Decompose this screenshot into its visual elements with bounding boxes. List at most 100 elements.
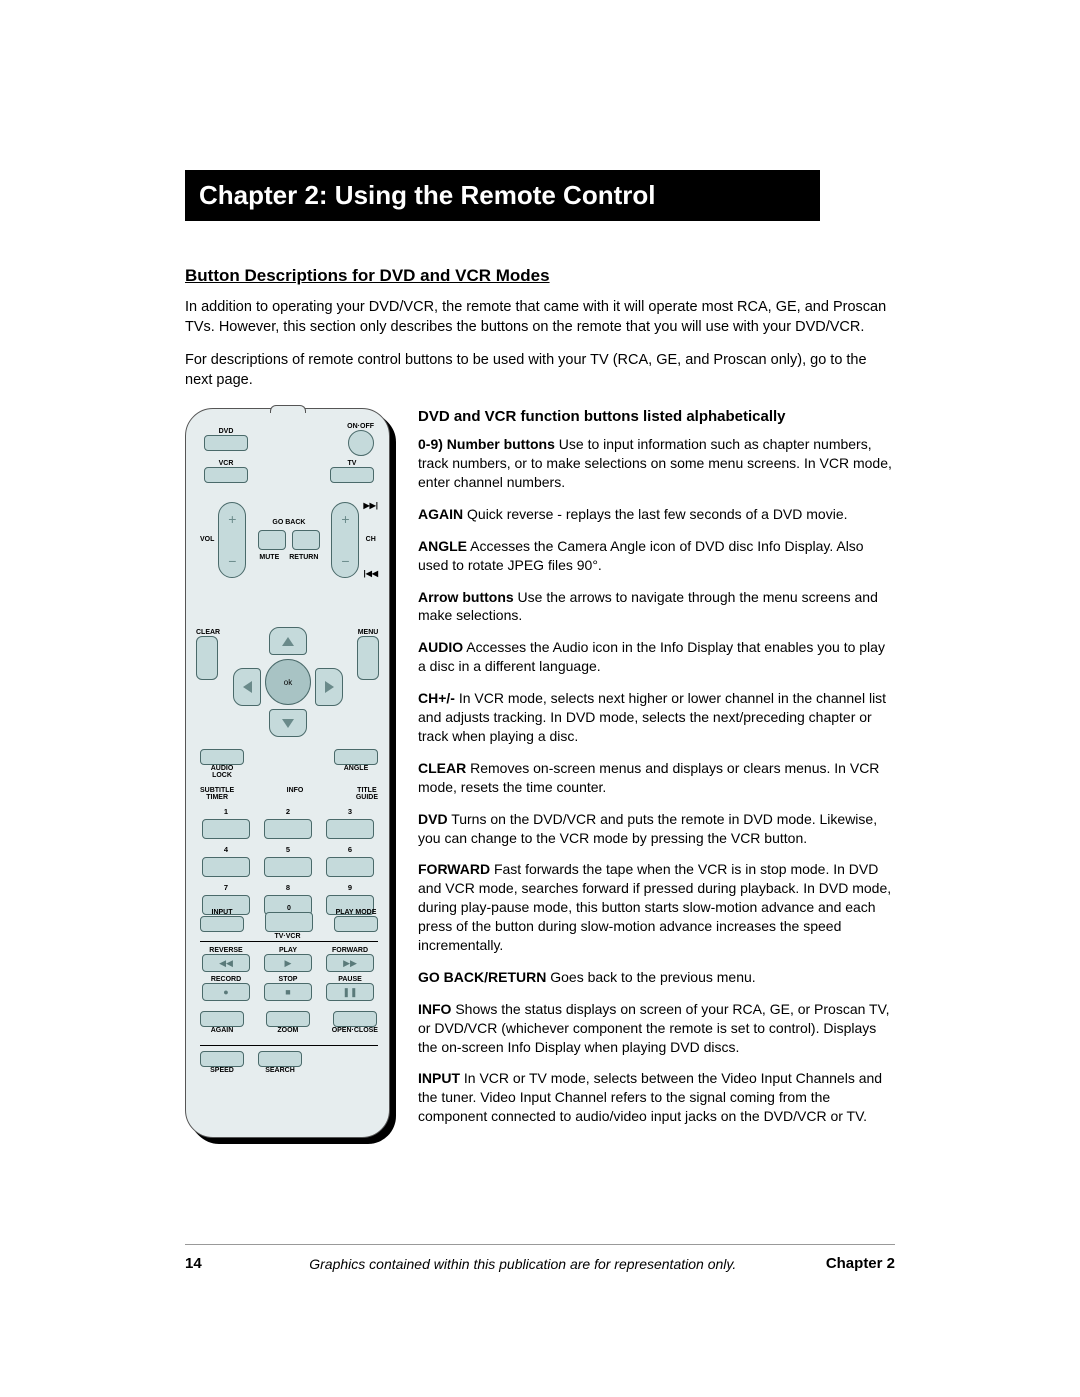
again-button	[200, 1011, 244, 1027]
label-pause: PAUSE	[338, 976, 362, 983]
angle-button	[334, 749, 378, 765]
number-pad: 1 2 3 4 5 6 7 8 9	[200, 807, 376, 915]
label-7: 7	[224, 883, 228, 892]
chapter-title-bar: Chapter 2: Using the Remote Control	[185, 170, 820, 221]
def-forward: FORWARD Fast forwards the tape when the …	[418, 860, 895, 954]
dvd-button	[204, 435, 248, 451]
record-button: ●	[202, 983, 250, 1001]
num-3-button	[326, 819, 374, 839]
section-title: Button Descriptions for DVD and VCR Mode…	[185, 266, 895, 286]
label-2: 2	[286, 807, 290, 816]
return-button	[292, 530, 320, 550]
label-clear: CLEAR	[196, 629, 220, 636]
ok-button: ok	[265, 659, 311, 705]
def-angle: ANGLE Accesses the Camera Angle icon of …	[418, 537, 895, 575]
label-goback: GO BACK	[272, 519, 305, 526]
label-zoom: ZOOM	[277, 1027, 298, 1034]
label-4: 4	[224, 845, 228, 854]
speed-button	[200, 1051, 244, 1067]
menu-button	[357, 636, 379, 680]
label-tvvcr: TV·VCR	[270, 933, 304, 940]
remote-control-figure: DVD ON·OFF VCR	[185, 408, 390, 1138]
label-subtitle: SUBTITLE TIMER	[200, 787, 234, 801]
def-number-buttons: 0-9) Number buttons Use to input informa…	[418, 435, 895, 492]
label-8: 8	[286, 883, 290, 892]
label-6: 6	[348, 845, 352, 854]
footer-disclaimer: Graphics contained within this publicati…	[220, 1256, 826, 1272]
arrow-left-button	[233, 668, 261, 706]
play-button: ▶	[264, 954, 312, 972]
def-dvd: DVD Turns on the DVD/VCR and puts the re…	[418, 810, 895, 848]
def-input: INPUT In VCR or TV mode, selects between…	[418, 1069, 895, 1126]
num-5-button	[264, 857, 312, 877]
vcr-button	[204, 467, 248, 483]
intro-paragraph-1: In addition to operating your DVD/VCR, t…	[185, 298, 895, 337]
num-1-button	[202, 819, 250, 839]
label-forward: FORWARD	[332, 947, 368, 954]
label-info: INFO	[287, 787, 304, 801]
search-button	[258, 1051, 302, 1067]
def-info: INFO Shows the status displays on screen…	[418, 1000, 895, 1057]
label-menu: MENU	[357, 629, 379, 636]
label-play: PLAY	[279, 947, 297, 954]
label-playmode: PLAY MODE	[336, 909, 377, 916]
subsection-title: DVD and VCR function buttons listed alph…	[418, 408, 895, 425]
def-audio: AUDIO Accesses the Audio icon in the Inf…	[418, 638, 895, 676]
zoom-button	[266, 1011, 310, 1027]
onoff-button	[348, 430, 374, 456]
label-ch: CH	[363, 536, 378, 543]
label-vol: VOL	[200, 536, 214, 543]
label-mute: MUTE	[259, 554, 279, 561]
label-9: 9	[348, 883, 352, 892]
label-audio-lock: AUDIO LOCK	[211, 765, 234, 779]
forward-button: ▶▶	[326, 954, 374, 972]
page-number: 14	[185, 1255, 202, 1272]
num-2-button	[264, 819, 312, 839]
clear-button	[196, 636, 218, 680]
openclose-button	[333, 1011, 377, 1027]
label-search: SEARCH	[265, 1067, 295, 1074]
reverse-button: ◀◀	[202, 954, 250, 972]
vol-rocker: + −	[218, 502, 246, 578]
def-clear: CLEAR Removes on-screen menus and displa…	[418, 759, 895, 797]
tv-button	[330, 467, 374, 483]
label-vcr: VCR	[219, 460, 234, 467]
label-input: INPUT	[212, 909, 233, 916]
arrow-right-button	[315, 668, 343, 706]
def-arrow: Arrow buttons Use the arrows to navigate…	[418, 588, 895, 626]
label-3: 3	[348, 807, 352, 816]
label-0: 0	[287, 905, 291, 912]
label-tv: TV	[348, 460, 357, 467]
label-5: 5	[286, 845, 290, 854]
audio-lock-button	[200, 749, 244, 765]
def-ch: CH+/- In VCR mode, selects next higher o…	[418, 689, 895, 746]
footer-chapter: Chapter 2	[826, 1255, 895, 1272]
stop-button: ■	[264, 983, 312, 1001]
label-openclose: OPEN·CLOSE	[332, 1027, 378, 1034]
label-angle: ANGLE	[344, 765, 369, 772]
label-speed: SPEED	[210, 1067, 234, 1074]
playback-controls: REVERSE◀◀ PLAY▶ FORWARD▶▶ RECORD● STOP■ …	[200, 947, 376, 1001]
label-dvd: DVD	[219, 428, 234, 435]
label-title-guide: TITLE GUIDE	[356, 787, 378, 801]
arrow-down-button	[269, 709, 307, 737]
page-footer: 14 Graphics contained within this public…	[185, 1244, 895, 1272]
ch-rocker: + −	[331, 502, 359, 578]
num-0-button	[265, 912, 313, 932]
label-again: AGAIN	[211, 1027, 234, 1034]
def-goback: GO BACK/RETURN Goes back to the previous…	[418, 968, 895, 987]
label-stop: STOP	[279, 976, 298, 983]
label-reverse: REVERSE	[209, 947, 242, 954]
intro-paragraph-2: For descriptions of remote control butto…	[185, 351, 895, 390]
playmode-button	[334, 916, 378, 932]
mute-button	[258, 530, 286, 550]
def-again: AGAIN Quick reverse - replays the last f…	[418, 505, 895, 524]
label-return: RETURN	[289, 554, 318, 561]
num-4-button	[202, 857, 250, 877]
arrow-pad: ok	[233, 627, 343, 737]
label-1: 1	[224, 807, 228, 816]
arrow-up-button	[269, 627, 307, 655]
num-6-button	[326, 857, 374, 877]
label-record: RECORD	[211, 976, 241, 983]
input-button	[200, 916, 244, 932]
